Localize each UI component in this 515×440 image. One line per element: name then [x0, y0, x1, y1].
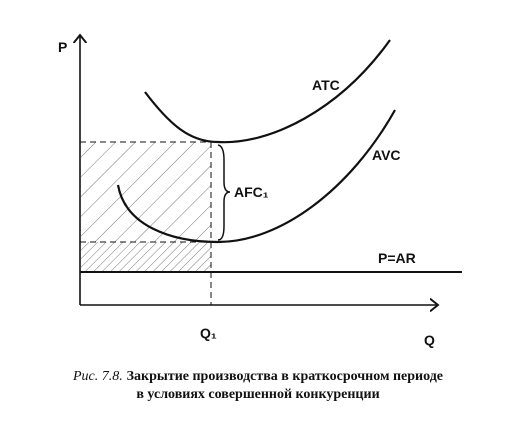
avc-label: AVC	[372, 147, 401, 163]
x-axis-label: Q	[424, 332, 435, 348]
loss-area	[81, 242, 211, 272]
figure-number: Рис. 7.8.	[72, 369, 123, 384]
caption-line-1: Рис. 7.8. Закрытие производства в кратко…	[72, 367, 443, 384]
y-axis-label: P	[58, 39, 67, 55]
quantity-label: Q₁	[200, 325, 217, 341]
afc-brace	[217, 144, 231, 241]
afc-label: AFC₁	[234, 184, 269, 200]
caption-text: Закрытие производства в краткосрочном пе…	[127, 369, 443, 384]
atc-curve	[144, 39, 391, 144]
fixed-cost-area	[81, 142, 211, 242]
avc-curve	[116, 109, 396, 244]
guides	[80, 141, 215, 305]
caption-line-2: в условиях совершенной конкуренции	[136, 387, 379, 402]
atc-label: ATC	[312, 77, 340, 93]
price-label: P=AR	[378, 250, 416, 266]
